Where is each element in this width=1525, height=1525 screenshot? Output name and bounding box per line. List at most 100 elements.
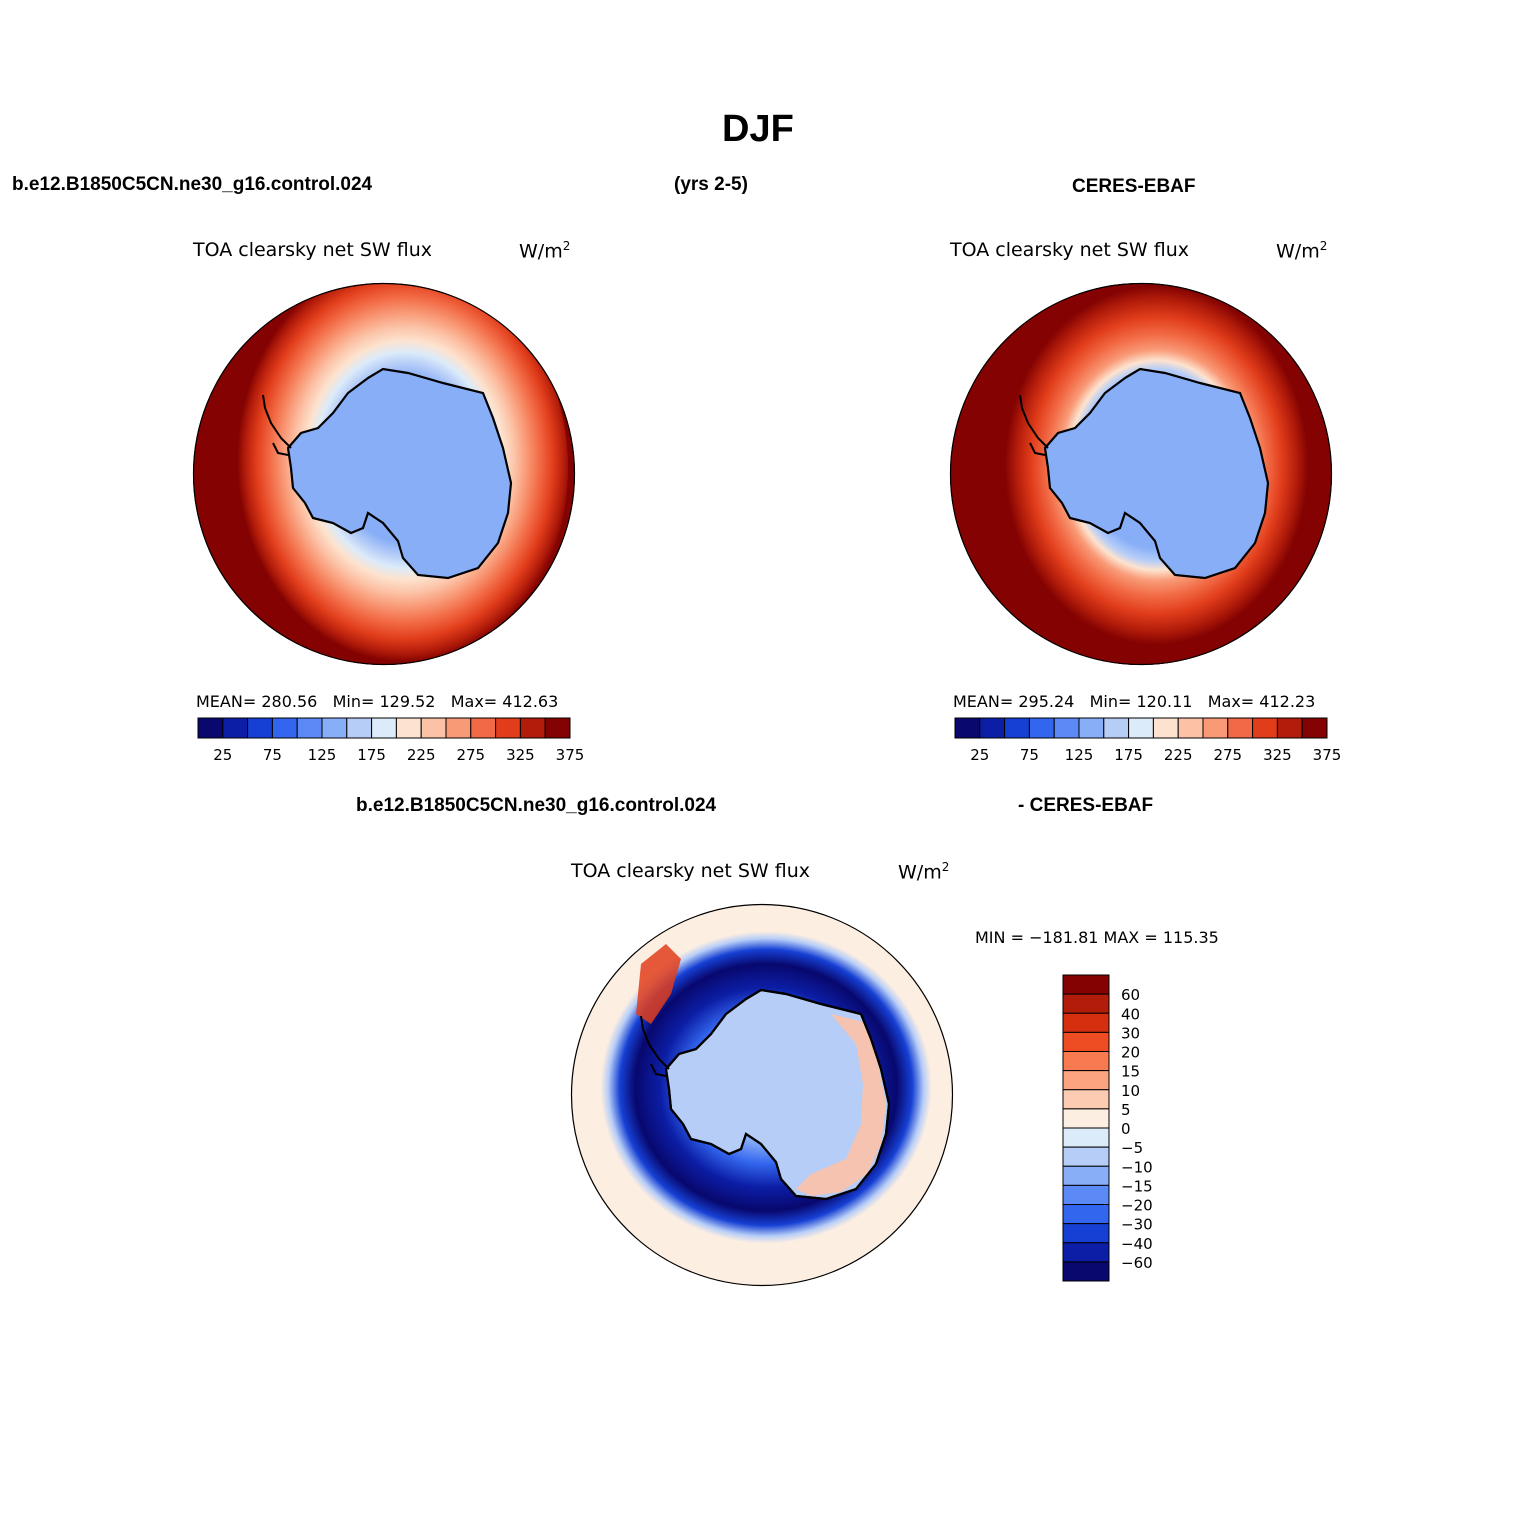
colorbar-swatch [222, 717, 249, 739]
mean-label: MEAN= [196, 692, 257, 711]
colorbar-swatch [247, 717, 273, 739]
min-label: Min= [332, 692, 375, 711]
colorbar-tick-label: −40 [1121, 1235, 1153, 1253]
unit-base: W/m [1276, 240, 1320, 263]
colorbar-swatch [1062, 1165, 1110, 1186]
colorbar-swatch [1152, 717, 1179, 739]
colorbar-tick-label: −60 [1121, 1254, 1153, 1272]
colorbar-tick-label: 325 [506, 746, 535, 764]
diff-minmax: MIN = −181.81 MAX = 115.35 [975, 928, 1219, 947]
colorbar-swatch [1062, 1070, 1110, 1091]
model-map [192, 282, 576, 666]
unit-exp: 2 [1319, 239, 1328, 253]
colorbar-swatch [1053, 717, 1080, 739]
max-value: 412.63 [502, 692, 559, 711]
colorbar-swatch [1062, 1012, 1110, 1033]
obs-panel-unit: W/m2 [1276, 239, 1327, 262]
colorbar-tick-label: 275 [1213, 746, 1242, 764]
colorbar-swatch [197, 717, 224, 739]
colorbar-swatch [1062, 974, 1110, 995]
colorbar-swatch [544, 717, 571, 739]
colorbar-tick-label: −5 [1121, 1139, 1143, 1157]
colorbar-swatch [371, 717, 397, 739]
colorbar-swatch [1252, 717, 1278, 739]
years-header: (yrs 2-5) [674, 174, 748, 195]
colorbar-swatch [1062, 993, 1110, 1014]
colorbar-tick-label: −10 [1121, 1158, 1153, 1176]
colorbar-swatch [1062, 1031, 1110, 1052]
colorbar-tick-label: 30 [1121, 1024, 1140, 1042]
colorbar-tick-label: −15 [1121, 1177, 1153, 1195]
colorbar-swatch [1103, 717, 1130, 739]
antarctica-coastline [1043, 367, 1270, 580]
colorbar-swatch [1062, 1089, 1110, 1110]
colorbar-tick-label: 225 [407, 746, 436, 764]
obs-map [949, 282, 1333, 666]
colorbar-swatch [1062, 1242, 1110, 1263]
antarctica-coastline [286, 367, 513, 580]
colorbar-swatch [979, 717, 1006, 739]
colorbar-tick-label: 75 [1020, 746, 1039, 764]
colorbar-swatch [1301, 717, 1328, 739]
colorbar-tick-label: 20 [1121, 1044, 1140, 1062]
colorbar-swatch [346, 717, 373, 739]
model-colorbar: 25 75 125 175 225 275 325 375 [197, 717, 584, 764]
max-label: Max= [450, 692, 498, 711]
colorbar-swatch [271, 717, 298, 739]
mean-value: 295.24 [1018, 692, 1075, 711]
colorbar-tick-label: 225 [1164, 746, 1193, 764]
colorbar-swatch [1062, 1108, 1110, 1129]
colorbar-swatch [395, 717, 422, 739]
colorbar-swatch [1062, 1184, 1110, 1205]
colorbar-swatch [296, 717, 323, 739]
colorbar-swatch [420, 717, 447, 739]
colorbar-tick-label: 15 [1121, 1063, 1140, 1081]
colorbar-swatch [1062, 1223, 1110, 1244]
colorbar-swatch [1028, 717, 1055, 739]
max-value: 412.23 [1259, 692, 1316, 711]
obs-stats: MEAN= 295.24 Min= 120.11 Max= 412.23 [953, 692, 1315, 711]
diff-panel-unit: W/m2 [898, 860, 949, 883]
unit-exp: 2 [941, 860, 950, 874]
unit-exp: 2 [562, 239, 571, 253]
colorbar-tick-label: 275 [456, 746, 485, 764]
colorbar-swatch [1062, 1204, 1110, 1225]
colorbar-swatch [470, 717, 497, 739]
min-label: Min= [1089, 692, 1132, 711]
colorbar-swatch [1276, 717, 1303, 739]
colorbar-tick-label: 40 [1121, 1005, 1140, 1023]
colorbar-swatch [1062, 1051, 1110, 1072]
colorbar-tick-label: 5 [1121, 1101, 1131, 1119]
antarctic-peninsula [1019, 394, 1049, 456]
model-stats: MEAN= 280.56 Min= 129.52 Max= 412.63 [196, 692, 558, 711]
colorbar-tick-label: 175 [1114, 746, 1143, 764]
colorbar-swatch [519, 717, 546, 739]
antarctic-peninsula [262, 394, 292, 456]
diff-case-header: b.e12.B1850C5CN.ne30_g16.control.024 [356, 795, 717, 816]
min-value: 129.52 [379, 692, 436, 711]
colorbar-swatch [1062, 1261, 1110, 1282]
case-name-header: b.e12.B1850C5CN.ne30_g16.control.024 [12, 174, 373, 195]
antarctic-peninsula [640, 1015, 670, 1077]
unit-base: W/m [519, 240, 563, 263]
colorbar-swatch [1062, 1127, 1110, 1148]
colorbar-swatch [321, 717, 348, 739]
colorbar-swatch [1177, 717, 1204, 739]
model-panel-unit: W/m2 [519, 239, 570, 262]
diff-panel-title: TOA clearsky net SW flux [571, 860, 811, 882]
colorbar-swatch [1078, 717, 1105, 739]
mean-label: MEAN= [953, 692, 1014, 711]
difference-map [570, 903, 954, 1287]
colorbar-swatch [1227, 717, 1254, 739]
colorbar-tick-label: −20 [1121, 1197, 1153, 1215]
colorbar-swatch [1062, 1146, 1110, 1167]
colorbar-tick-label: 0 [1121, 1120, 1131, 1138]
colorbar-swatch [495, 717, 521, 739]
colorbar-swatch [1202, 717, 1229, 739]
min-value: 120.11 [1136, 692, 1193, 711]
colorbar-tick-label: −30 [1121, 1216, 1153, 1234]
mean-value: 280.56 [261, 692, 318, 711]
unit-base: W/m [898, 861, 942, 884]
colorbar-tick-label: 325 [1263, 746, 1292, 764]
obs-colorbar: 25 75 125 175 225 275 325 375 [954, 717, 1341, 764]
